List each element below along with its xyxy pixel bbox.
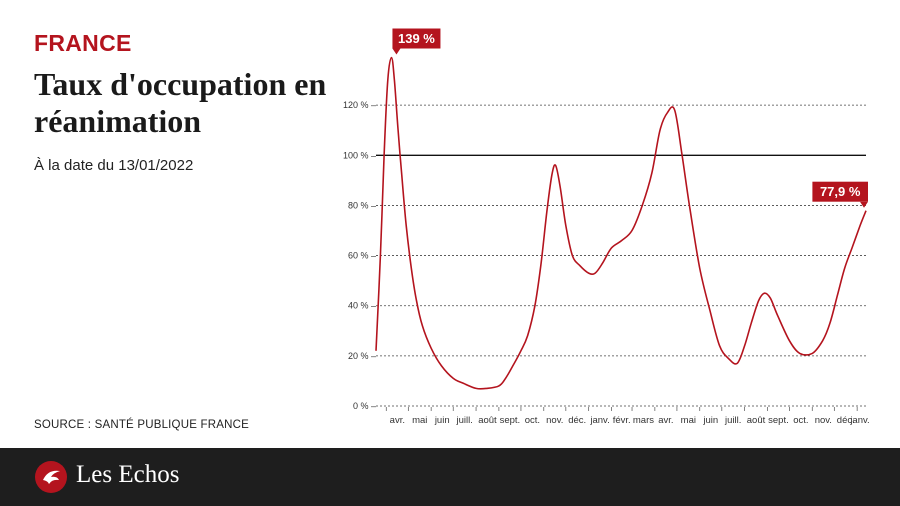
source-note: SOURCE : SANTÉ PUBLIQUE FRANCE (34, 419, 249, 431)
x-tick-label: oct. (793, 415, 808, 426)
callout-box (392, 28, 441, 49)
x-tick-label: mai (681, 415, 696, 426)
x-tick-label: juin (434, 415, 450, 426)
x-tick-label: déc. (568, 415, 586, 426)
callout-pointer (860, 201, 868, 208)
brand-name: Les Echos (76, 461, 180, 488)
x-tick-label: juill. (724, 415, 741, 426)
y-tick-label: 60 % – (348, 251, 376, 261)
x-tick-label: oct. (525, 415, 540, 426)
y-tick-label: 120 % – (343, 100, 376, 110)
kicker: FRANCE (34, 30, 132, 56)
les-echos-logo-icon (35, 461, 67, 493)
y-tick-label: 0 % – (353, 401, 376, 411)
callout-label: 139 % (398, 31, 435, 46)
x-tick-label: août (747, 415, 766, 426)
x-tick-label: mars (633, 415, 654, 426)
x-tick-label: nov. (546, 415, 563, 426)
y-tick-label: 100 % – (343, 150, 376, 160)
y-tick-label: 80 % – (348, 200, 376, 210)
chart-title: Taux d'occupation en réanimation (34, 66, 327, 139)
x-tick-label: avr. (390, 415, 405, 426)
callout-label: 77,9 % (820, 184, 861, 199)
x-tick-label: sept. (768, 415, 789, 426)
x-tick-label: août (478, 415, 497, 426)
line-chart: 0 % – 20 % – 40 % – 60 % – 80 % – 100 % – 120 … (343, 28, 870, 426)
chart-subtitle: À la date du 13/01/2022 (34, 157, 194, 174)
series-line (375, 56, 867, 390)
y-tick-label: 20 % – (348, 351, 376, 361)
x-tick-label: nov. (815, 415, 832, 426)
callout-pointer (392, 48, 401, 55)
x-tick-label: sept. (500, 415, 521, 426)
x-tick-label: avr. (658, 415, 673, 426)
y-tick-label: 40 % – (348, 301, 376, 311)
x-tick-label: janv. (849, 415, 869, 426)
x-tick-label: juin (702, 415, 718, 426)
x-tick-label: juill. (455, 415, 472, 426)
callout-box (812, 181, 868, 202)
x-tick-label: janv. (589, 415, 609, 426)
x-tick-label: mai (412, 415, 427, 426)
x-tick-label: févr. (613, 415, 631, 426)
footer-bar: Les Echos (0, 448, 900, 506)
x-tick-label: déc. (837, 415, 855, 426)
